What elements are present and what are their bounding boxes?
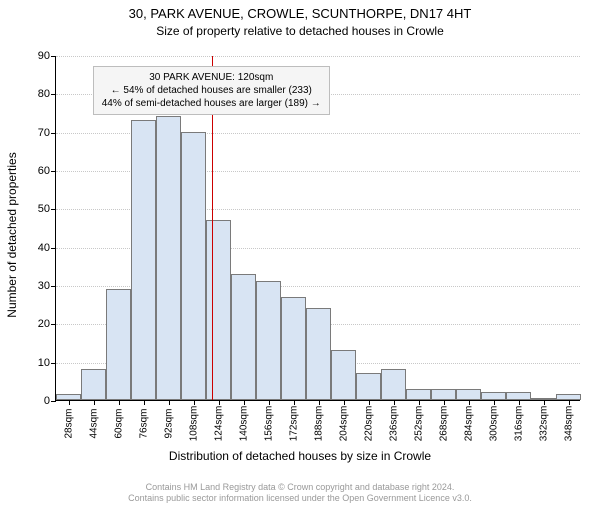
y-tick-label: 80 (38, 88, 50, 100)
histogram-bar (281, 297, 306, 401)
x-tick-label: 252sqm (413, 406, 424, 442)
x-tick-label: 108sqm (188, 406, 199, 442)
y-tick-label: 20 (38, 318, 50, 330)
annotation-line: ← 54% of detached houses are smaller (23… (102, 84, 321, 97)
footer-line: Contains public sector information licen… (0, 493, 600, 504)
y-tick-label: 0 (44, 395, 50, 407)
annotation-line: 44% of semi-detached houses are larger (… (102, 97, 321, 110)
x-tick-mark (169, 400, 170, 405)
y-tick-mark (51, 209, 56, 210)
annotation-line: 30 PARK AVENUE: 120sqm (102, 71, 321, 84)
y-tick-mark (51, 363, 56, 364)
y-tick-mark (51, 56, 56, 57)
plot-area: 010203040506070809028sqm44sqm60sqm76sqm9… (55, 56, 580, 401)
footer-line: Contains HM Land Registry data © Crown c… (0, 482, 600, 493)
histogram-bar (381, 369, 406, 400)
x-tick-mark (444, 400, 445, 405)
x-tick-label: 172sqm (288, 406, 299, 442)
x-tick-label: 332sqm (538, 406, 549, 442)
histogram-bar (331, 350, 356, 400)
footer-attribution: Contains HM Land Registry data © Crown c… (0, 482, 600, 505)
x-tick-mark (544, 400, 545, 405)
gridline (56, 56, 580, 57)
histogram-bar (306, 308, 331, 400)
x-tick-mark (469, 400, 470, 405)
chart-title: 30, PARK AVENUE, CROWLE, SCUNTHORPE, DN1… (0, 6, 600, 23)
x-tick-mark (569, 400, 570, 405)
y-tick-mark (51, 286, 56, 287)
histogram-bar (81, 369, 106, 400)
y-tick-label: 90 (38, 50, 50, 62)
annotation-box: 30 PARK AVENUE: 120sqm← 54% of detached … (93, 66, 330, 115)
histogram-bar (356, 373, 381, 400)
histogram-bar (181, 132, 206, 400)
x-tick-label: 204sqm (338, 406, 349, 442)
x-tick-label: 44sqm (88, 408, 99, 438)
x-tick-mark (419, 400, 420, 405)
histogram-bar (231, 274, 256, 401)
histogram-bar (406, 389, 431, 401)
x-tick-mark (369, 400, 370, 405)
x-tick-label: 76sqm (138, 408, 149, 438)
y-tick-label: 70 (38, 127, 50, 139)
y-tick-mark (51, 401, 56, 402)
histogram-bar (256, 281, 281, 400)
y-tick-label: 40 (38, 242, 50, 254)
x-tick-label: 300sqm (488, 406, 499, 442)
x-tick-mark (194, 400, 195, 405)
histogram-bar (506, 392, 531, 400)
y-tick-label: 50 (38, 203, 50, 215)
x-tick-mark (144, 400, 145, 405)
x-tick-label: 188sqm (313, 406, 324, 442)
histogram-bar (481, 392, 506, 400)
x-tick-mark (119, 400, 120, 405)
x-tick-mark (494, 400, 495, 405)
x-tick-label: 220sqm (363, 406, 374, 442)
y-tick-mark (51, 133, 56, 134)
x-tick-label: 92sqm (163, 408, 174, 438)
histogram-bar (206, 220, 231, 400)
y-tick-label: 30 (38, 280, 50, 292)
y-tick-mark (51, 248, 56, 249)
x-tick-label: 316sqm (513, 406, 524, 442)
x-tick-label: 60sqm (113, 408, 124, 438)
x-tick-mark (319, 400, 320, 405)
x-tick-mark (269, 400, 270, 405)
y-tick-mark (51, 171, 56, 172)
x-tick-mark (294, 400, 295, 405)
x-tick-label: 284sqm (463, 406, 474, 442)
x-tick-mark (394, 400, 395, 405)
x-tick-mark (344, 400, 345, 405)
histogram-bar (456, 389, 481, 401)
y-axis-title: Number of detached properties (5, 152, 19, 317)
x-tick-label: 140sqm (238, 406, 249, 442)
y-tick-label: 60 (38, 165, 50, 177)
x-tick-mark (219, 400, 220, 405)
chart-subtitle: Size of property relative to detached ho… (0, 24, 600, 38)
histogram-bar (156, 116, 181, 400)
x-tick-mark (519, 400, 520, 405)
x-tick-label: 268sqm (438, 406, 449, 442)
x-axis-title: Distribution of detached houses by size … (0, 449, 600, 463)
x-tick-mark (244, 400, 245, 405)
x-tick-label: 156sqm (263, 406, 274, 442)
x-tick-mark (94, 400, 95, 405)
y-tick-mark (51, 94, 56, 95)
x-tick-label: 28sqm (63, 408, 74, 438)
y-tick-label: 10 (38, 357, 50, 369)
x-tick-label: 348sqm (563, 406, 574, 442)
histogram-bar (431, 389, 456, 401)
x-tick-label: 124sqm (213, 406, 224, 442)
y-tick-mark (51, 324, 56, 325)
x-tick-mark (69, 400, 70, 405)
x-tick-label: 236sqm (388, 406, 399, 442)
histogram-bar (131, 120, 156, 400)
histogram-bar (106, 289, 131, 400)
